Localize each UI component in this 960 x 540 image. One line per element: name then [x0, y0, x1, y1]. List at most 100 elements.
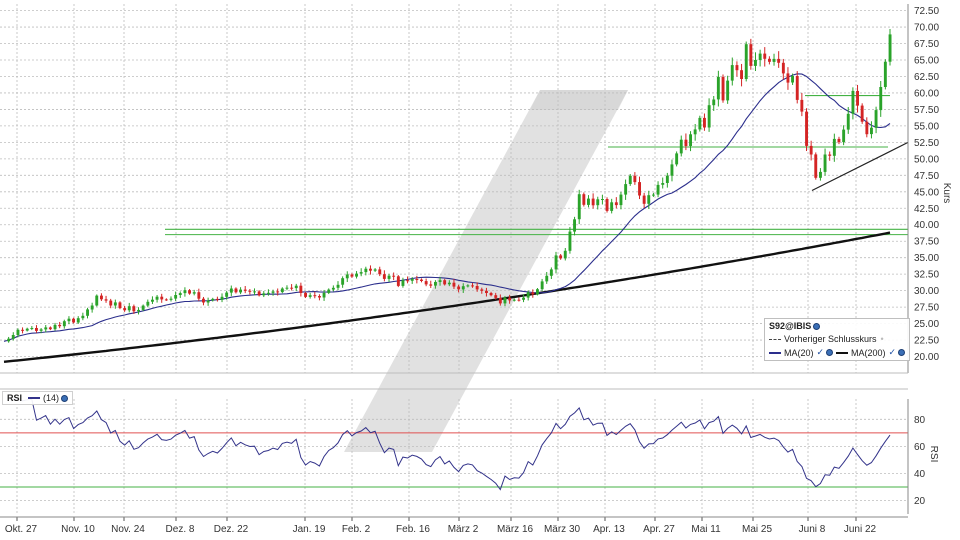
- rsi-line: [8, 398, 891, 491]
- candle-body: [25, 328, 29, 331]
- ma20-check-icon[interactable]: ✓: [816, 347, 825, 357]
- price-grid: [0, 4, 908, 514]
- ma200-check-icon[interactable]: ✓: [888, 347, 897, 357]
- price-tick-label: 65.00: [914, 56, 939, 67]
- candle-body: [151, 299, 154, 302]
- candle-body: [795, 76, 799, 100]
- candle-body: [373, 269, 377, 271]
- price-tick-label: 72.50: [914, 6, 939, 17]
- candle-body: [800, 99, 804, 112]
- ma200-polyline: [3, 231, 891, 363]
- date-tick-label: Nov. 10: [61, 524, 95, 535]
- watermark-edge: [530, 90, 628, 110]
- candle-body: [225, 292, 229, 297]
- candle-body: [299, 285, 303, 293]
- legend-title-row: S92@IBIS: [769, 321, 905, 331]
- rsi-settings-icon[interactable]: [61, 394, 69, 402]
- candle-body: [809, 145, 813, 155]
- candle-body: [772, 58, 776, 62]
- rsi-tick-label: 80: [914, 415, 926, 426]
- candle-body: [549, 269, 553, 276]
- candle-body: [178, 293, 182, 295]
- price-axis: 20.00 22.50 25.00 27.50 30.00 32.50 35.00 37.50…: [914, 6, 939, 363]
- candle-body: [7, 338, 11, 342]
- price-tick-label: 40.00: [914, 220, 939, 231]
- price-tick-label: 27.50: [914, 303, 939, 314]
- candle-body: [531, 292, 535, 295]
- candle-body: [127, 306, 131, 311]
- candle-body: [749, 44, 753, 66]
- candle-body: [865, 121, 869, 135]
- date-tick-label: Feb. 2: [342, 524, 371, 535]
- trendline-segment: [811, 141, 909, 192]
- candle-body: [141, 305, 145, 310]
- candle-body: [457, 286, 461, 290]
- candle-body: [447, 282, 451, 285]
- candle-body: [494, 295, 498, 298]
- date-tick-label: Dez. 22: [214, 524, 249, 535]
- rsi-axis-label: RSI: [928, 446, 939, 463]
- rsi-legend: RSI (14): [2, 391, 74, 405]
- candle-body: [874, 110, 878, 128]
- candle-body: [596, 199, 600, 206]
- candle-body: [512, 299, 516, 301]
- candle-body: [485, 290, 488, 293]
- price-tick-label: 57.50: [914, 105, 939, 116]
- candle-body: [781, 62, 785, 74]
- candle-body: [805, 111, 808, 146]
- candle-body: [396, 276, 400, 286]
- candle-body: [768, 58, 771, 62]
- candle-body: [48, 327, 52, 330]
- rsi-legend-label: RSI: [7, 393, 23, 403]
- ma20-settings-icon[interactable]: [826, 349, 833, 356]
- candle-body: [290, 287, 294, 289]
- date-tick-label: Jan. 19: [293, 524, 326, 535]
- candle-body: [740, 70, 743, 79]
- candle-body: [229, 288, 233, 293]
- candle-body: [90, 305, 94, 310]
- candle-body: [860, 105, 864, 122]
- candle-body: [243, 289, 247, 291]
- candle-body: [234, 288, 238, 293]
- candle-body: [638, 182, 641, 196]
- candle-body: [280, 288, 284, 293]
- legend-prev-close: Vorheriger Schlusskurs •: [769, 334, 905, 344]
- candle-body: [786, 73, 790, 83]
- candle-body: [582, 194, 586, 205]
- price-tick-label: 45.00: [914, 187, 939, 198]
- candle-body: [480, 289, 484, 291]
- candle-body: [355, 273, 358, 277]
- price-tick-label: 70.00: [914, 23, 939, 34]
- candle-body: [44, 327, 48, 330]
- candle-body: [842, 129, 846, 143]
- candle-body: [568, 231, 572, 251]
- date-tick-label: Dez. 8: [166, 524, 195, 535]
- price-tick-label: 52.50: [914, 138, 939, 149]
- candle-body: [526, 292, 530, 298]
- price-tick-label: 55.00: [914, 121, 939, 132]
- candle-body: [174, 295, 178, 299]
- candle-body: [605, 199, 609, 211]
- candle-body: [313, 295, 317, 297]
- candle-body: [503, 297, 507, 304]
- ma200-settings-icon[interactable]: [898, 349, 905, 356]
- date-tick-label: Okt. 27: [5, 524, 38, 535]
- price-axis-label: Kurs: [941, 183, 952, 204]
- price-tick-label: 67.50: [914, 39, 939, 50]
- price-tick-label: 42.50: [914, 204, 939, 215]
- ma200-line: [3, 231, 891, 363]
- candle-body: [387, 275, 391, 279]
- settings-icon[interactable]: [813, 322, 821, 330]
- legend-ma200-label: MA(200): [850, 347, 886, 358]
- candle-body: [434, 282, 437, 286]
- candle-body: [197, 292, 201, 299]
- candle-body: [851, 90, 855, 114]
- candle-body: [304, 293, 307, 297]
- candle-body: [707, 105, 711, 128]
- candle-body: [461, 286, 465, 290]
- ma20-polyline: [3, 73, 891, 342]
- ma200-swatch-icon: [836, 351, 848, 354]
- watermark-slash: [344, 90, 628, 452]
- candle-body: [689, 134, 692, 146]
